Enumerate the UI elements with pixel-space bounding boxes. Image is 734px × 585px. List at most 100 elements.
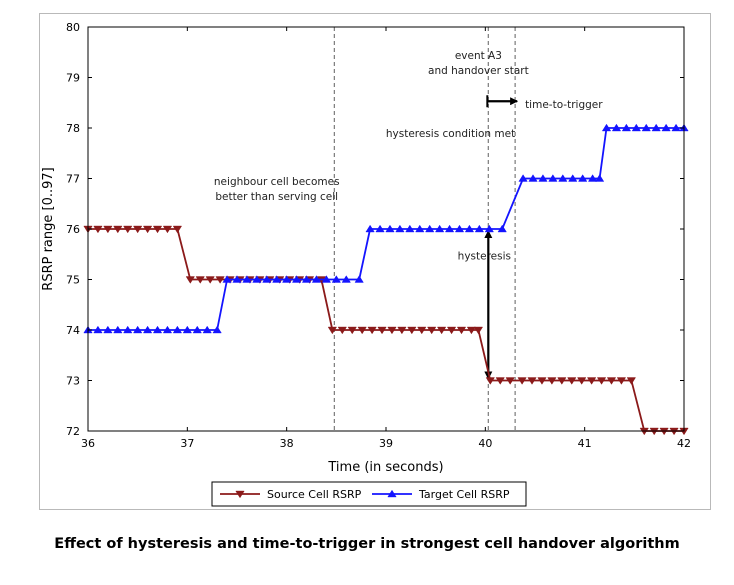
annotation-text: and handover start (428, 65, 529, 77)
data-point (548, 174, 558, 182)
data-point (485, 377, 495, 385)
data-point (578, 174, 588, 182)
data-point (291, 275, 302, 283)
data-point (331, 275, 341, 283)
annotation-text: hysteresis condition met (386, 128, 515, 140)
data-point (311, 275, 322, 283)
data-point (456, 326, 467, 335)
x-tick-label: 42 (677, 437, 691, 450)
annotation-text: better than serving cell (215, 191, 338, 203)
data-point (93, 225, 103, 234)
data-point (232, 275, 242, 283)
data-point (282, 275, 292, 283)
data-point (337, 326, 347, 335)
data-point (133, 325, 143, 334)
data-point (601, 123, 612, 132)
data-point (444, 224, 455, 233)
x-tick-label: 37 (180, 437, 194, 450)
data-point (464, 224, 475, 233)
data-point (103, 225, 113, 234)
x-tick-label: 38 (280, 437, 294, 450)
data-point (133, 225, 143, 234)
data-point (195, 276, 205, 284)
data-point (427, 326, 437, 335)
data-point (212, 325, 222, 334)
data-point (93, 325, 103, 334)
annotation-text: hysteresis (458, 250, 511, 262)
legend-item: Target Cell RSRP (372, 488, 510, 501)
data-point (347, 326, 357, 335)
data-point (185, 276, 195, 284)
data-point (466, 326, 477, 335)
figure-caption: Effect of hysteresis and time-to-trigger… (54, 536, 680, 552)
series-layer (83, 123, 689, 436)
data-point (527, 377, 537, 385)
data-point (397, 326, 407, 335)
data-point (192, 325, 202, 334)
data-point (367, 326, 377, 335)
data-point (474, 224, 485, 233)
y-tick-label: 76 (66, 223, 80, 236)
data-point (123, 225, 133, 234)
data-point (222, 275, 232, 283)
data-point (505, 377, 515, 385)
data-point (425, 224, 435, 233)
data-point (142, 225, 153, 234)
data-point (473, 326, 484, 335)
data-point (272, 275, 282, 283)
data-point (354, 275, 364, 283)
data-point (651, 123, 661, 132)
x-axis-label: Time (in seconds) (327, 460, 443, 475)
data-point (518, 174, 528, 182)
data-point (365, 224, 375, 233)
annotation-text: neighbour cell becomes (214, 176, 340, 188)
data-point (262, 275, 272, 283)
y-tick-label: 73 (66, 375, 80, 388)
data-point (557, 377, 567, 385)
data-point (454, 224, 465, 233)
data-point (436, 326, 447, 335)
data-point (162, 325, 173, 334)
data-point (341, 275, 351, 283)
data-point (517, 377, 527, 385)
data-point (377, 326, 387, 335)
data-point (568, 174, 578, 182)
data-point (387, 326, 397, 335)
x-tick-label: 41 (578, 437, 592, 450)
data-point (202, 325, 212, 334)
legend-label: Source Cell RSRP (267, 488, 362, 501)
series-source-cell-rsrp (83, 225, 689, 436)
legend: Source Cell RSRP Target Cell RSRP (211, 481, 527, 507)
y-tick-label: 75 (66, 274, 80, 287)
data-point (152, 325, 163, 334)
data-point (301, 275, 312, 283)
legend-swatch-marker (235, 490, 245, 499)
data-point (205, 276, 215, 284)
data-point (616, 377, 627, 385)
data-point (182, 325, 192, 334)
data-point (484, 224, 494, 233)
data-point (594, 174, 605, 182)
data-point (596, 377, 607, 385)
data-point (621, 123, 632, 132)
data-point (242, 275, 252, 283)
data-point (152, 225, 163, 234)
data-point (586, 377, 597, 385)
data-point (434, 224, 445, 233)
data-point (446, 326, 457, 335)
x-tick-label: 40 (478, 437, 492, 450)
legend-box (211, 481, 527, 507)
data-point (172, 325, 183, 334)
x-tick-label: 36 (81, 437, 95, 450)
y-tick-label: 77 (66, 173, 80, 186)
data-point (113, 225, 123, 234)
data-point (407, 326, 417, 335)
data-point (567, 377, 577, 385)
data-point (587, 174, 598, 182)
chart: neighbour cell becomes better than servin… (41, 21, 691, 507)
data-point (395, 224, 405, 233)
y-tick-label: 74 (66, 324, 80, 337)
data-point (142, 325, 153, 334)
data-point (671, 123, 681, 132)
data-point (321, 275, 332, 283)
